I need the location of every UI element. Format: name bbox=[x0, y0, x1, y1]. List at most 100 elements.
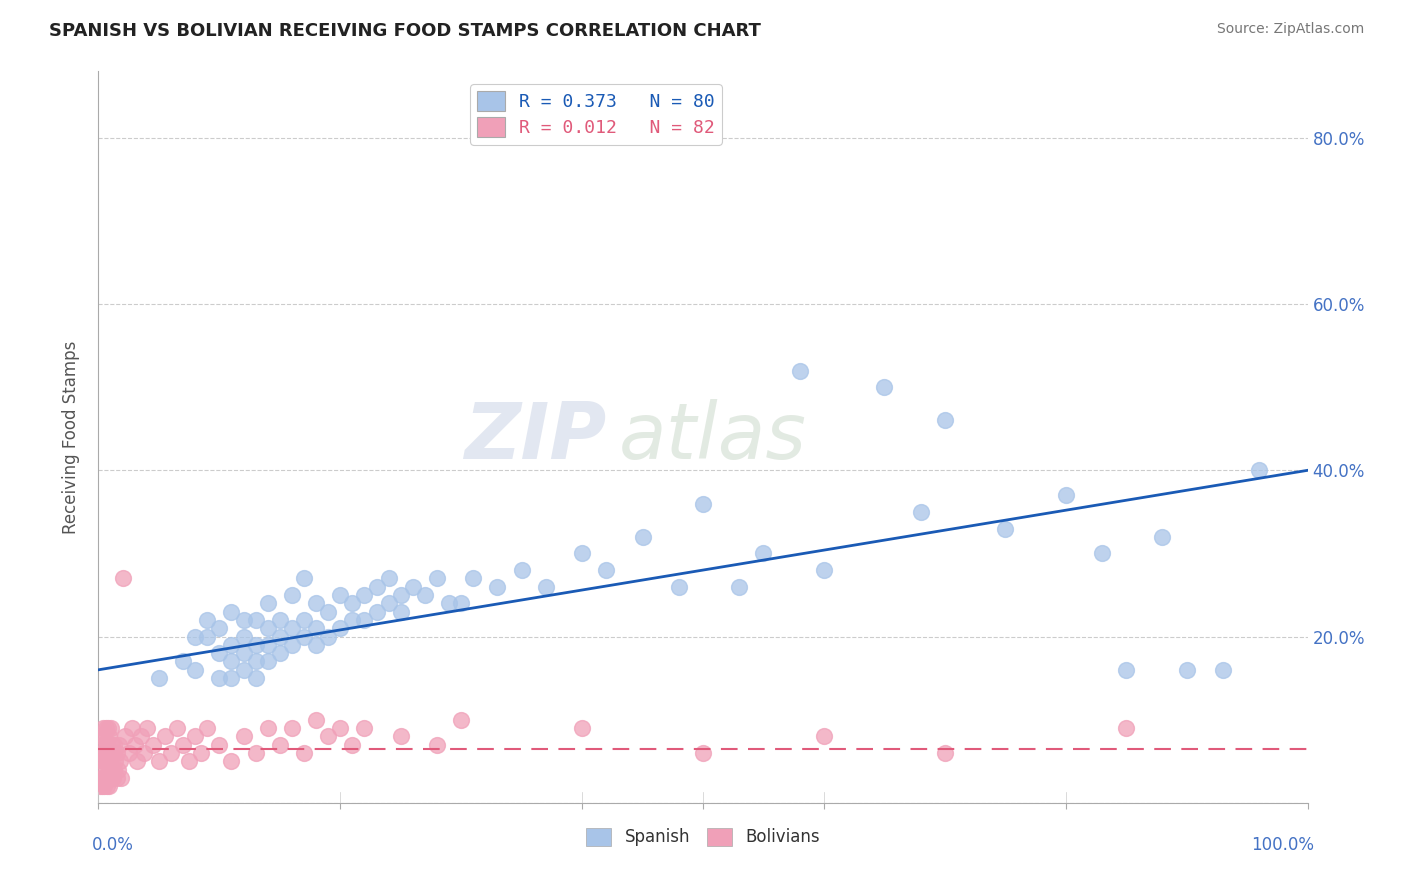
Point bbox=[486, 580, 509, 594]
Point bbox=[184, 630, 207, 644]
Point bbox=[256, 596, 278, 610]
Point bbox=[90, 771, 112, 785]
Point bbox=[127, 754, 149, 768]
Point bbox=[510, 563, 533, 577]
Point bbox=[172, 655, 194, 669]
Point bbox=[281, 588, 304, 602]
Text: ZIP: ZIP bbox=[464, 399, 606, 475]
Point bbox=[221, 605, 243, 619]
Point bbox=[208, 646, 231, 660]
Point bbox=[110, 771, 132, 785]
Point bbox=[100, 738, 122, 752]
Point bbox=[245, 746, 267, 760]
Point bbox=[269, 613, 291, 627]
Point bbox=[269, 630, 291, 644]
Point bbox=[90, 746, 112, 760]
Point bbox=[129, 729, 152, 743]
Point bbox=[1115, 721, 1137, 735]
Point bbox=[413, 588, 436, 602]
Point bbox=[103, 738, 125, 752]
Point bbox=[124, 738, 146, 752]
Point bbox=[97, 721, 120, 735]
Point bbox=[101, 771, 124, 785]
Point bbox=[142, 738, 165, 752]
Point bbox=[245, 638, 267, 652]
Point bbox=[91, 721, 114, 735]
Point bbox=[232, 729, 254, 743]
Point bbox=[389, 729, 412, 743]
Point bbox=[190, 746, 212, 760]
Point bbox=[108, 738, 131, 752]
Point bbox=[316, 605, 339, 619]
Point bbox=[97, 746, 120, 760]
Point bbox=[353, 588, 375, 602]
Point bbox=[184, 663, 207, 677]
Point bbox=[232, 663, 254, 677]
Point bbox=[221, 754, 243, 768]
Point bbox=[108, 754, 131, 768]
Point bbox=[94, 746, 117, 760]
Point bbox=[389, 605, 412, 619]
Point bbox=[107, 763, 129, 777]
Point bbox=[994, 521, 1017, 535]
Point bbox=[93, 754, 115, 768]
Point bbox=[292, 630, 315, 644]
Point bbox=[1152, 530, 1174, 544]
Point bbox=[93, 779, 115, 793]
Point bbox=[94, 771, 117, 785]
Point bbox=[98, 754, 121, 768]
Point bbox=[148, 754, 170, 768]
Point bbox=[90, 729, 112, 743]
Point bbox=[934, 413, 956, 427]
Point bbox=[571, 721, 593, 735]
Point bbox=[342, 613, 364, 627]
Text: atlas: atlas bbox=[619, 399, 806, 475]
Y-axis label: Receiving Food Stamps: Receiving Food Stamps bbox=[62, 341, 80, 533]
Point bbox=[172, 738, 194, 752]
Point bbox=[93, 729, 115, 743]
Point bbox=[305, 596, 328, 610]
Point bbox=[329, 721, 352, 735]
Point bbox=[179, 754, 201, 768]
Text: SPANISH VS BOLIVIAN RECEIVING FOOD STAMPS CORRELATION CHART: SPANISH VS BOLIVIAN RECEIVING FOOD STAMP… bbox=[49, 22, 761, 40]
Point bbox=[692, 497, 714, 511]
Point bbox=[292, 746, 315, 760]
Point bbox=[195, 630, 218, 644]
Point bbox=[98, 729, 121, 743]
Point bbox=[631, 530, 654, 544]
Point bbox=[353, 721, 375, 735]
Point bbox=[232, 630, 254, 644]
Point bbox=[208, 671, 231, 685]
Point bbox=[426, 738, 449, 752]
Point bbox=[377, 571, 399, 585]
Point bbox=[96, 754, 118, 768]
Point bbox=[813, 729, 835, 743]
Point bbox=[160, 746, 183, 760]
Point bbox=[195, 613, 218, 627]
Text: Source: ZipAtlas.com: Source: ZipAtlas.com bbox=[1216, 22, 1364, 37]
Point bbox=[813, 563, 835, 577]
Point bbox=[208, 621, 231, 635]
Point bbox=[245, 613, 267, 627]
Point bbox=[232, 646, 254, 660]
Point bbox=[728, 580, 751, 594]
Point bbox=[91, 738, 114, 752]
Point bbox=[256, 655, 278, 669]
Point bbox=[96, 779, 118, 793]
Point bbox=[96, 738, 118, 752]
Point bbox=[534, 580, 557, 594]
Point bbox=[91, 771, 114, 785]
Point bbox=[91, 779, 114, 793]
Point bbox=[1212, 663, 1234, 677]
Point bbox=[104, 754, 127, 768]
Point bbox=[111, 571, 134, 585]
Point bbox=[305, 638, 328, 652]
Point bbox=[135, 721, 157, 735]
Point bbox=[89, 779, 111, 793]
Point bbox=[105, 746, 128, 760]
Point bbox=[91, 746, 114, 760]
Point bbox=[105, 771, 128, 785]
Point bbox=[166, 721, 188, 735]
Point bbox=[316, 630, 339, 644]
Point bbox=[366, 580, 388, 594]
